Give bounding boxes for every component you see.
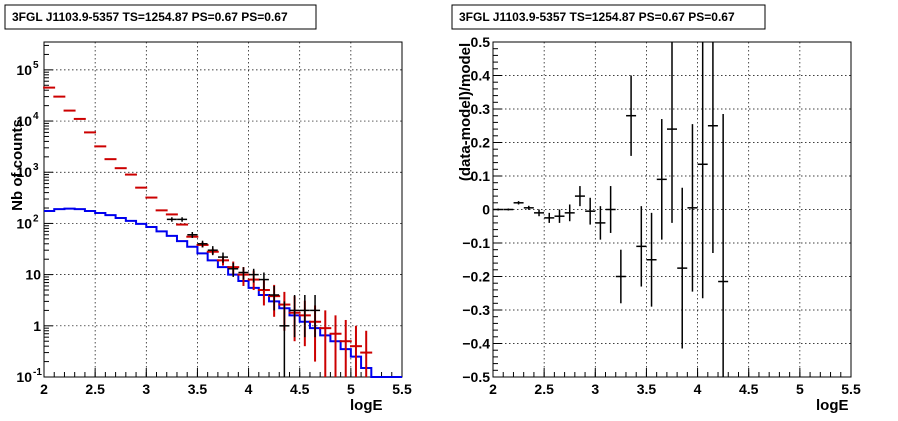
- right-x-tick-label: 2.5: [534, 381, 554, 397]
- right-x-tick-label: 3.5: [637, 381, 657, 397]
- left-x-tick-label: 5: [347, 381, 355, 397]
- left-y-tick-label: 1: [33, 318, 41, 334]
- left-y-axis-title: Nb of counts: [9, 119, 26, 211]
- left-y-tick-label: 10: [16, 164, 32, 180]
- left-x-tick-label: 3: [142, 381, 150, 397]
- right-y-tick-label: 0.4: [471, 68, 491, 84]
- right-x-tick-label: 4.5: [739, 381, 759, 397]
- right-y-tick-label: −0.3: [462, 302, 490, 318]
- right-y-tick-label: 0.2: [471, 135, 491, 151]
- left-y-tick-label: 10: [16, 62, 32, 78]
- right-y-tick-label: −0.2: [462, 269, 490, 285]
- left-y-tick-label: 10: [16, 369, 32, 385]
- right-y-tick-label: 0.1: [471, 168, 491, 184]
- left-x-tick-label: 2: [40, 381, 48, 397]
- right-y-tick-labels: −0.5 −0.4 −0.3 −0.2 −0.1 0 0.1 0.2 0.3 0.4 0.5: [462, 34, 490, 385]
- left-y-tick-label: 10: [16, 113, 32, 129]
- left-grid: [43, 42, 403, 378]
- right-chart: 2 2.5 3 3.5 4 4.5 5 5.5 −0.5 −0.4 −0.3 −0.2 −0.1 0 0.…: [451, 4, 861, 414]
- right-x-tick-label: 5: [796, 381, 804, 397]
- right-x-axis-title: logE: [816, 397, 849, 414]
- right-y-tick-label: −0.4: [462, 336, 490, 352]
- right-y-tick-label: 0.3: [471, 101, 491, 117]
- right-y-axis-title: (data-model)/model: [457, 43, 474, 181]
- left-chart-title: 3FGL J1103.9-5357 TS=1254.87 PS=0.67 PS=…: [12, 10, 288, 24]
- right-y-tick-label: −0.1: [462, 235, 490, 251]
- left-y-tick-exponent: 4: [33, 111, 39, 122]
- left-x-tick-label: 5.5: [392, 381, 412, 397]
- right-x-tick-label: 2: [489, 381, 497, 397]
- left-x-tick-label: 4.5: [290, 381, 310, 397]
- right-chart-title: 3FGL J1103.9-5357 TS=1254.87 PS=0.67 PS=…: [459, 10, 735, 24]
- right-y-tick-label: −0.5: [462, 369, 490, 385]
- left-y-tick-exponent: 5: [33, 60, 39, 71]
- right-x-tick-label: 3: [591, 381, 599, 397]
- left-plot-frame: [43, 41, 403, 378]
- left-data-points: [166, 217, 321, 377]
- right-x-tick-label: 5.5: [841, 381, 861, 397]
- left-y-tick-label: 10: [16, 215, 32, 231]
- left-x-tick-label: 3.5: [188, 381, 208, 397]
- left-title-box: [4, 4, 317, 30]
- left-x-tick-label: 2.5: [85, 381, 105, 397]
- left-x-tick-labels: 2 2.5 3 3.5 4 4.5 5 5.5: [40, 381, 412, 397]
- left-y-tick-exponent: 2: [33, 213, 39, 224]
- right-x-tick-label: 4: [694, 381, 702, 397]
- left-x-tick-label: 4: [245, 381, 253, 397]
- model-step-path: [44, 207, 402, 378]
- left-y-tick-label: 10: [25, 267, 41, 283]
- right-y-tick-label: 0.5: [471, 34, 491, 50]
- right-x-tick-labels: 2 2.5 3 3.5 4 4.5 5 5.5: [489, 381, 861, 397]
- right-y-tick-label: 0: [482, 202, 490, 218]
- left-model-step-line: [44, 207, 402, 378]
- right-residual-points: [493, 42, 729, 377]
- right-title-box: [451, 4, 766, 30]
- left-y-tick-exponent: 3: [33, 162, 39, 173]
- left-x-axis-title: logE: [350, 397, 383, 414]
- left-y-tick-exponent: -1: [33, 367, 42, 378]
